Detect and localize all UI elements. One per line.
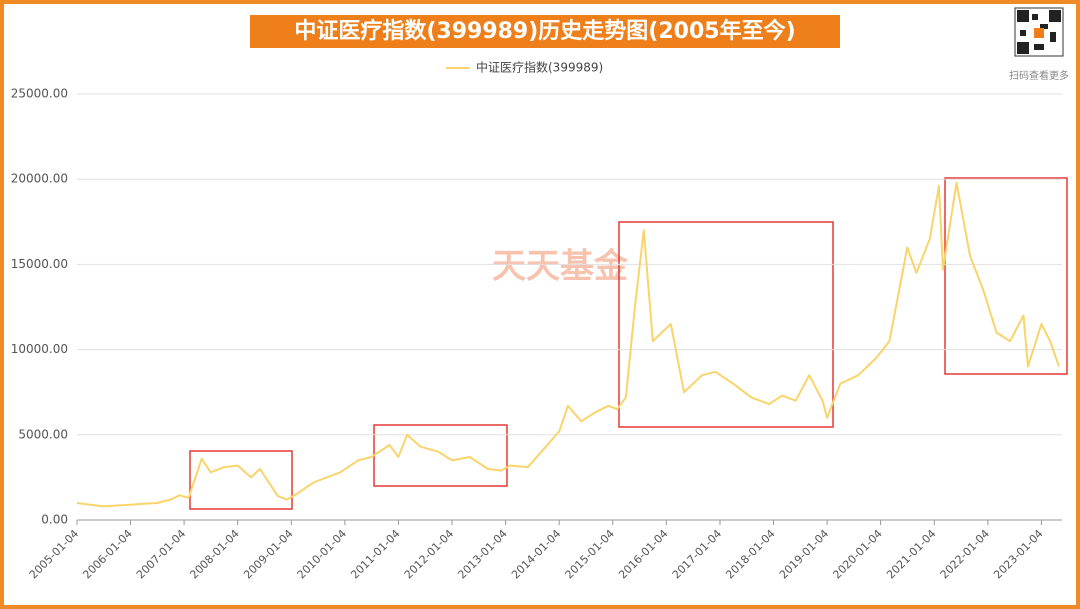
watermark: 天天基金 bbox=[492, 247, 629, 287]
x-tick-label: 2020-01-04 bbox=[830, 527, 884, 581]
x-tick-label: 2023-01-04 bbox=[991, 527, 1045, 581]
legend-label: 中证医疗指数(399989) bbox=[476, 60, 603, 75]
x-tick-label: 2018-01-04 bbox=[723, 527, 777, 581]
chart-title: 中证医疗指数(399989)历史走势图(2005年至今) bbox=[294, 18, 795, 44]
y-tick-label: 5000.00 bbox=[18, 427, 68, 441]
x-tick-label: 2012-01-04 bbox=[402, 527, 456, 581]
x-tick-label: 2013-01-04 bbox=[455, 527, 509, 581]
x-tick-label: 2019-01-04 bbox=[777, 527, 831, 581]
x-tick-label: 2021-01-04 bbox=[884, 527, 938, 581]
qr-code bbox=[1014, 7, 1064, 57]
y-tick-label: 25000.00 bbox=[11, 87, 68, 101]
y-tick-label: 15000.00 bbox=[11, 257, 68, 271]
qr-caption: 扫码查看更多 bbox=[1009, 69, 1069, 82]
x-tick-label: 2014-01-04 bbox=[509, 527, 563, 581]
x-tick-label: 2011-01-04 bbox=[348, 527, 402, 581]
x-tick-label: 2015-01-04 bbox=[563, 527, 617, 581]
x-tick-label: 2007-01-04 bbox=[134, 527, 188, 581]
y-tick-label: 10000.00 bbox=[11, 342, 68, 356]
x-tick-label: 2016-01-04 bbox=[616, 527, 670, 581]
x-tick-label: 2009-01-04 bbox=[241, 527, 295, 581]
title-background bbox=[250, 15, 840, 48]
y-tick-label: 20000.00 bbox=[11, 172, 68, 186]
x-tick-label: 2022-01-04 bbox=[938, 527, 992, 581]
x-tick-label: 2006-01-04 bbox=[80, 527, 134, 581]
highlight-boxes bbox=[189, 177, 1068, 510]
x-tick-label: 2008-01-04 bbox=[187, 527, 241, 581]
x-tick-label: 2017-01-04 bbox=[670, 527, 724, 581]
data-line bbox=[76, 181, 1060, 508]
y-tick-label: 0.00 bbox=[41, 513, 68, 527]
x-tick-label: 2010-01-04 bbox=[295, 527, 349, 581]
x-tick-label: 2005-01-04 bbox=[27, 527, 81, 581]
